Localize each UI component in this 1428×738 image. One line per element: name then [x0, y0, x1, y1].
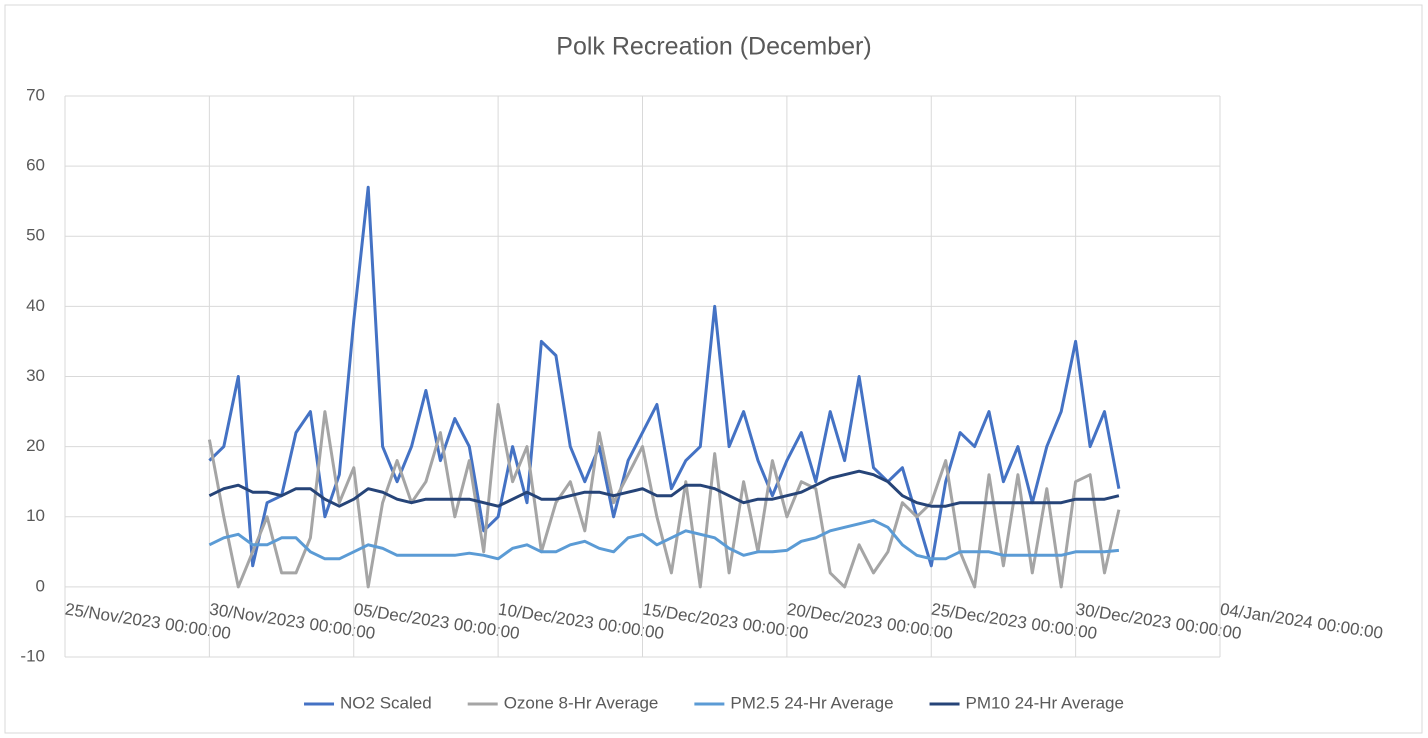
- y-tick-label: -10: [20, 646, 45, 665]
- y-tick-label: 20: [26, 436, 45, 455]
- y-tick-label: 30: [26, 366, 45, 385]
- y-tick-label: 40: [26, 296, 45, 315]
- y-tick-label: 50: [26, 226, 45, 245]
- y-tick-label: 70: [26, 85, 45, 104]
- legend-label: PM2.5 24-Hr Average: [730, 693, 893, 712]
- legend-label: NO2 Scaled: [340, 693, 432, 712]
- chart-border: [4, 4, 1423, 734]
- data-line: [208, 518, 1120, 561]
- legend-label: Ozone 8-Hr Average: [504, 693, 659, 712]
- data-line: [208, 469, 1120, 508]
- legend-label: PM10 24-Hr Average: [966, 693, 1124, 712]
- data-line: [207, 403, 1121, 589]
- y-tick-label: 60: [26, 156, 45, 175]
- y-tick-label: 10: [26, 506, 45, 525]
- chart-title: Polk Recreation (December): [556, 33, 871, 61]
- data-line: [208, 185, 1121, 568]
- y-tick-label: 0: [36, 576, 45, 595]
